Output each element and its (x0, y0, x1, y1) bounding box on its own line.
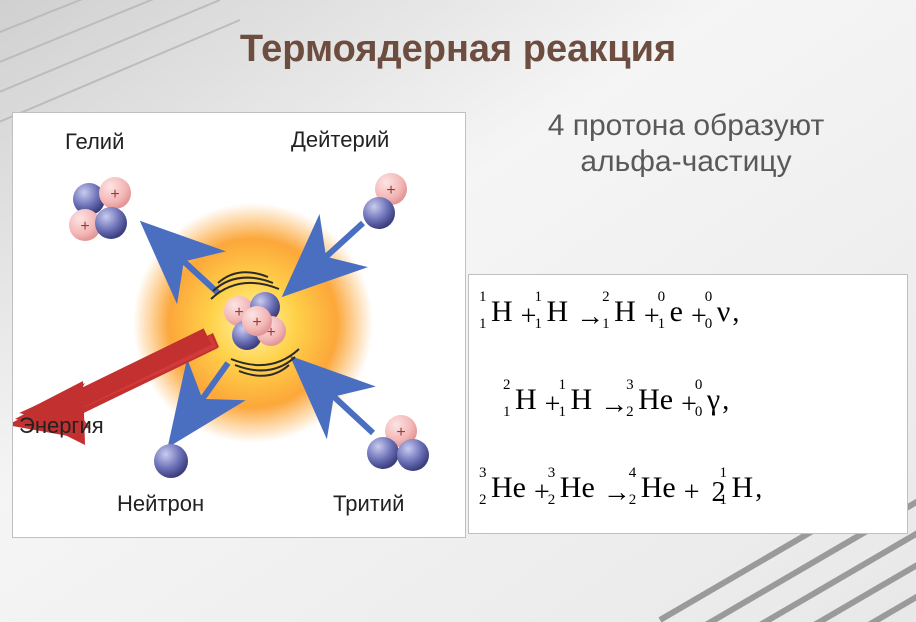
tritium-particle: + (367, 415, 429, 471)
fusion-diagram: + + + + + + + Гелий Дейтерий (12, 112, 466, 538)
helium-particle: + + (69, 177, 131, 241)
neutron-particle (154, 444, 188, 478)
svg-text:+: + (252, 314, 261, 331)
label-tritium: Тритий (333, 491, 404, 517)
svg-text:+: + (110, 186, 119, 203)
label-deuterium: Дейтерий (291, 127, 389, 153)
deuterium-particle: + (363, 173, 407, 229)
svg-text:+: + (396, 424, 405, 441)
equation-3: 32He+32He→42He+211H, (487, 471, 762, 509)
equations-panel: 11H+11H→21H+01e+00ν, 21H+11H→32He+00γ, 3… (468, 274, 908, 534)
label-helium: Гелий (65, 129, 124, 155)
page-title: Термоядерная реакция (0, 28, 916, 71)
equation-1: 11H+11H→21H+01e+00ν, (487, 295, 739, 333)
svg-text:+: + (386, 182, 395, 199)
label-energy: Энергия (19, 413, 104, 439)
subtitle: 4 протона образуют альфа-частицу (496, 108, 876, 180)
equation-2: 21H+11H→32He+00γ, (511, 383, 729, 421)
svg-text:+: + (80, 218, 89, 235)
label-neutron: Нейтрон (117, 491, 204, 517)
